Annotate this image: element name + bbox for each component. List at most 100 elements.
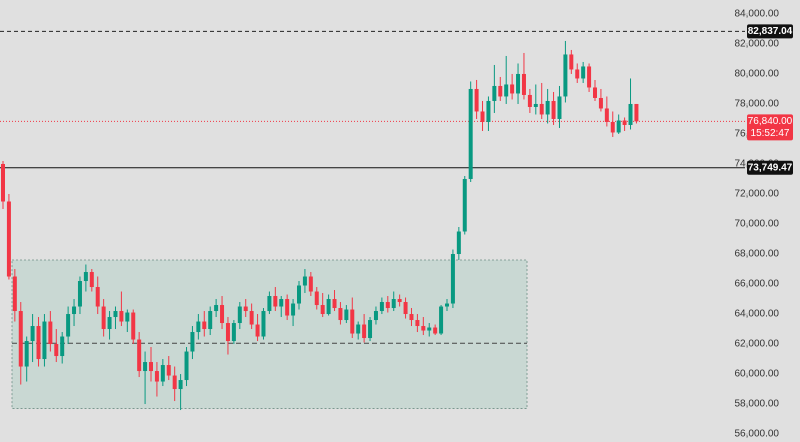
y-tick-label: 68,000.00 (735, 249, 780, 260)
y-tick-label: 84,000.00 (735, 9, 780, 20)
candle-body (587, 66, 592, 88)
candle-body (60, 336, 65, 357)
candle-body (302, 276, 307, 286)
candle-body (291, 303, 296, 316)
candle-body (344, 309, 349, 321)
candle-body (48, 321, 53, 345)
candle-body (604, 108, 609, 122)
candle-body (391, 299, 396, 309)
candle-body (255, 324, 260, 337)
y-tick-label: 64,000.00 (735, 309, 780, 320)
candle-body (462, 178, 467, 232)
level-tag-label: 73,749.47 (748, 162, 793, 173)
candle-body (231, 323, 236, 342)
candle-body (154, 371, 159, 382)
candle-body (89, 272, 94, 288)
candle-body (18, 311, 23, 367)
candle-body (237, 306, 242, 324)
candle-body (202, 321, 207, 330)
candle-body (533, 103, 538, 107)
candle-body (456, 231, 461, 255)
candle-body (196, 321, 201, 333)
candle-body (184, 351, 189, 381)
candle-body (598, 97, 603, 109)
candle-body (433, 327, 438, 334)
y-tick-label: 62,000.00 (735, 339, 780, 350)
candle-body (297, 285, 301, 304)
candle-body (131, 312, 136, 340)
candle-body (72, 306, 77, 315)
candle-body (36, 326, 41, 360)
candle-body (379, 302, 384, 312)
candle-body (397, 299, 402, 303)
candle-body (403, 302, 408, 315)
y-tick-label: 78,000.00 (735, 99, 780, 110)
candle-body (492, 85, 497, 101)
candle-body (149, 362, 153, 372)
candle-body (30, 326, 35, 342)
candle-body (77, 281, 82, 307)
candle-body (409, 314, 414, 321)
candle-body (516, 73, 521, 94)
last-price-label: 76,840.00 (748, 116, 793, 127)
candle-body (628, 103, 633, 125)
candle-body (101, 306, 106, 330)
candle-body (445, 303, 449, 307)
candle-body (314, 291, 319, 306)
candle-body (12, 276, 17, 312)
high-tag-label: 82,837.04 (748, 26, 793, 37)
last-price-tag (747, 114, 793, 141)
candle-body (563, 54, 568, 97)
candle-body (439, 306, 444, 334)
candle-body (190, 332, 195, 352)
candle-body (320, 305, 325, 315)
range-zone (11, 259, 528, 409)
candle-body (267, 296, 272, 312)
candle-body (368, 320, 373, 339)
candle-body (308, 276, 313, 292)
candle-body (569, 54, 574, 70)
high-tag (747, 24, 793, 39)
candle-body (415, 320, 420, 327)
candle-body (581, 66, 586, 79)
y-tick-label: 66,000.00 (735, 279, 780, 290)
candle-body (421, 326, 426, 331)
candle-body (243, 306, 248, 312)
candle-body (261, 311, 266, 337)
candle-body (427, 327, 432, 331)
candle-body (373, 311, 378, 321)
y-tick-label: 80,000.00 (735, 69, 780, 80)
candle-body (24, 341, 29, 367)
candle-body (498, 85, 503, 97)
y-tick-label: 60,000.00 (735, 369, 780, 380)
candle-body (54, 344, 59, 357)
candle-body (178, 380, 183, 390)
candle-body (172, 375, 177, 390)
y-tick-label: 56,000.00 (735, 429, 780, 440)
level-tag (747, 160, 793, 175)
candle-body (273, 296, 278, 307)
candle-body (6, 201, 11, 277)
candle-body (350, 309, 355, 334)
candle-body (362, 324, 367, 339)
candle-body (249, 311, 254, 325)
candle-body (137, 339, 142, 372)
candle-body (480, 111, 485, 122)
y-tick-label: 70,000.00 (735, 219, 780, 230)
candle-body (356, 324, 361, 334)
candle-body (504, 84, 509, 97)
candle-body (66, 314, 71, 337)
candle-body (83, 272, 88, 282)
candle-body (385, 302, 390, 309)
candle-body (468, 88, 473, 179)
y-tick-label: 58,000.00 (735, 399, 780, 410)
candle-body (539, 103, 544, 115)
candle-body (486, 100, 491, 122)
candle-body (551, 100, 556, 119)
candle-body (557, 96, 562, 119)
candle-body (510, 84, 515, 94)
candle-body (279, 299, 284, 307)
candle-body (326, 299, 331, 315)
candle-body (338, 308, 343, 321)
candle-body (285, 299, 290, 316)
